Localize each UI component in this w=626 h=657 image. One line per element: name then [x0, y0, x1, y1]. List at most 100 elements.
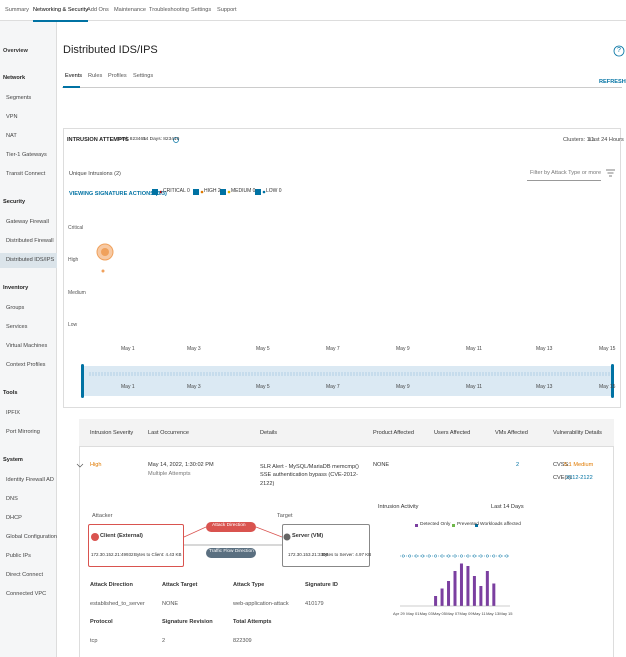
nav-tab[interactable]: Add Ons: [87, 7, 109, 13]
server-box: [282, 524, 370, 567]
activity-range: Last 14 Days: [491, 504, 524, 510]
sidebar-link[interactable]: Direct Connect: [6, 572, 43, 578]
attempts: Multiple Attempts: [148, 471, 191, 477]
time-range[interactable]: Last 24 Hours: [589, 137, 624, 143]
sidebar-link[interactable]: Virtual Machines: [6, 343, 48, 349]
activity-x-label: May 07: [446, 611, 460, 616]
sidebar-link[interactable]: Groups: [6, 305, 25, 311]
sidebar-link[interactable]: Services: [6, 324, 28, 330]
workload-point: [421, 554, 425, 558]
activity-bar: [492, 583, 496, 606]
expand-icon[interactable]: [76, 463, 84, 468]
legend-text: Workloads affected: [480, 522, 521, 527]
sidebar-active: [0, 253, 57, 268]
table-header: [79, 419, 614, 447]
filter-placeholder: Filter by Attack Type or more: [530, 170, 602, 176]
sidebar-link[interactable]: Identity Firewall AD: [6, 477, 54, 483]
severity-filter[interactable]: MEDIUM 0: [231, 188, 256, 194]
nav-tab[interactable]: Maintenance: [114, 7, 147, 13]
help-icon[interactable]: [613, 45, 625, 57]
field-label: Total Attempts: [233, 619, 272, 625]
activity-x-label: May 13: [486, 611, 500, 616]
intrusion-card: [63, 128, 621, 408]
field-value: tcp: [90, 638, 98, 644]
column-header: Product Affected: [373, 430, 414, 436]
activity-bar: [459, 563, 463, 606]
sidebar-link[interactable]: Public IPs: [6, 553, 31, 559]
refresh-button[interactable]: REFRESH: [599, 79, 626, 85]
workload-point: [447, 554, 450, 558]
tab[interactable]: Events: [65, 73, 83, 79]
sidebar-link[interactable]: Transit Connect: [6, 171, 46, 177]
sidebar-link[interactable]: Distributed Firewall: [6, 238, 54, 244]
workload-point: [453, 554, 457, 558]
chip-check: [152, 189, 158, 195]
timeline-handle[interactable]: [81, 364, 84, 398]
tab[interactable]: Rules: [88, 73, 103, 79]
severity-filter[interactable]: CRITICAL 0: [163, 188, 190, 194]
sidebar-link[interactable]: Context Profiles: [6, 362, 46, 368]
x-label: May 15: [599, 346, 616, 352]
nav-tab[interactable]: Settings: [191, 7, 212, 13]
workload-point: [466, 554, 470, 558]
activity-bar: [447, 581, 451, 606]
vms: 2: [516, 462, 520, 468]
sidebar-link[interactable]: Distributed IDS/IPS: [6, 257, 55, 263]
y-label: High: [68, 257, 79, 263]
top-nav: [0, 0, 626, 21]
cvss: 5.1 Medium: [564, 462, 594, 468]
product: NONE: [373, 462, 390, 468]
field-value: 2: [162, 638, 166, 644]
workload-point: [479, 554, 483, 558]
sidebar-link[interactable]: Connected VPC: [6, 591, 47, 597]
column-header: Last Occurrence: [148, 430, 190, 436]
chip-dot: [159, 190, 163, 194]
sidebar-link[interactable]: IPFIX: [6, 410, 20, 416]
timeline-label: May 9: [396, 384, 410, 390]
event-point[interactable]: [101, 248, 109, 256]
field-label: Attack Type: [233, 582, 265, 588]
y-label: Medium: [68, 290, 86, 296]
pill-text: Attack Direction: [212, 523, 246, 528]
sidebar-link[interactable]: Global Configuration: [6, 534, 57, 540]
event-point: [101, 269, 105, 273]
days: 14 Days: 823410: [143, 137, 180, 142]
severity-filter[interactable]: LOW 0: [266, 188, 282, 194]
workload-point: [440, 554, 444, 558]
activity-x-label: May 01: [406, 611, 420, 616]
info-icon[interactable]: [173, 137, 179, 143]
filter-icon[interactable]: [606, 169, 615, 177]
attack-direction-pill: [206, 522, 256, 532]
server-bytes: Bytes to Server: 4.97 KB: [322, 552, 372, 557]
sidebar-link[interactable]: DNS: [6, 496, 18, 502]
filter-input[interactable]: [527, 166, 601, 181]
nav-tab[interactable]: Support: [217, 7, 237, 13]
x-label: May 11: [466, 346, 483, 352]
activity-bar: [440, 588, 444, 606]
nav-tab[interactable]: Troubleshooting: [149, 7, 189, 13]
chip-dot: [227, 190, 231, 194]
sidebar-link[interactable]: Tier-1 Gateways: [6, 152, 47, 158]
nav-tab[interactable]: Networking & Security: [33, 7, 89, 22]
timeline-handle[interactable]: [611, 364, 614, 398]
workload-point: [505, 554, 509, 558]
sidebar-link[interactable]: VPN: [6, 114, 18, 120]
nav-tab[interactable]: Summary: [5, 7, 29, 13]
sidebar-link[interactable]: NAT: [6, 133, 17, 139]
severity-filter[interactable]: HIGH 2: [204, 188, 221, 194]
sidebar-section: Inventory: [3, 285, 29, 291]
sidebar-link[interactable]: Gateway Firewall: [6, 219, 49, 225]
label: Target: [277, 513, 293, 519]
sidebar-link[interactable]: Segments: [6, 95, 32, 101]
signature-actions[interactable]: VIEWING SIGNATURE ACTIONS (3/3): [69, 191, 167, 197]
x-label: May 1: [121, 346, 135, 352]
legend-swatch: [452, 524, 455, 527]
tab[interactable]: Settings: [133, 73, 154, 79]
chip-dot: [262, 190, 266, 194]
legend-swatch: [415, 524, 418, 527]
column-header: Details: [260, 430, 278, 436]
sidebar-link[interactable]: DHCP: [6, 515, 22, 521]
tab[interactable]: Profiles: [108, 73, 127, 79]
sidebar-link[interactable]: Port Mirroring: [6, 429, 40, 435]
